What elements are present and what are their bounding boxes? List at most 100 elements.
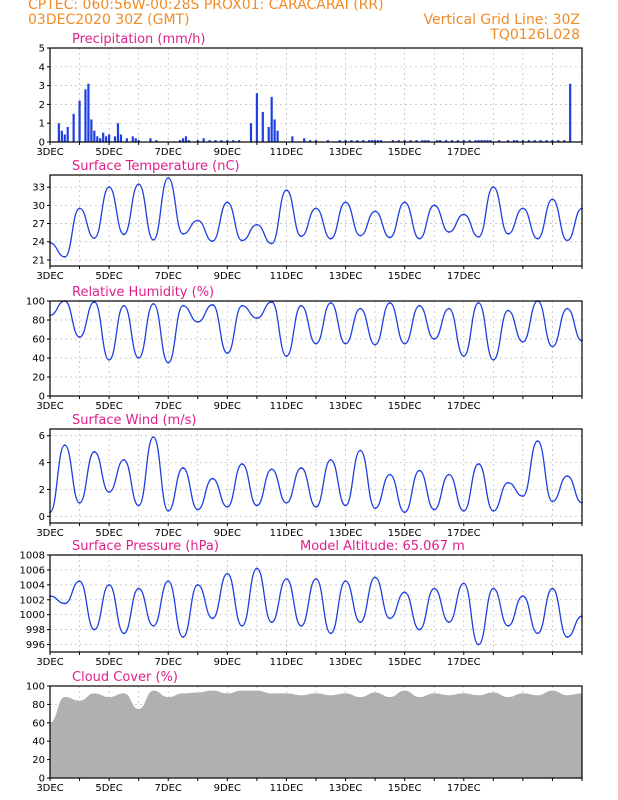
series-point [462,355,465,357]
series-point [507,481,510,484]
precip-bar [78,100,81,142]
precip-bar [415,140,418,142]
series-point [477,463,480,465]
series-point [551,345,554,348]
series-point [315,577,317,580]
y-tick-label: 0 [39,392,45,403]
series-point [255,504,258,507]
series-point [344,342,347,345]
x-tick-label: 17DEC [447,147,481,158]
series-point [388,617,391,620]
precip-bar [249,123,253,142]
series-point [241,304,244,307]
series-point [521,595,524,597]
y-tick-label: 3 [39,81,45,92]
series-point [536,632,539,635]
series-point [78,580,81,583]
x-tick-label: 9DEC [214,528,241,539]
precip-bar [238,140,241,142]
precip-bar [498,140,501,142]
precip-bar [255,93,258,142]
x-tick-label: 11DEC [270,147,304,158]
precip-bar [436,140,439,142]
precip-bar [303,138,306,142]
precip-bar [267,126,270,142]
precip-bar [270,96,273,142]
y-tick-label: 5 [39,44,45,55]
series-point [270,468,273,471]
series-point [241,463,244,465]
series-point [329,632,332,635]
precip-bar [314,140,318,142]
y-tick-label: 2 [39,485,45,496]
precip-bar [99,138,102,142]
series-point [108,359,111,361]
y-tick-label: 4 [39,458,45,469]
precip-bar [521,140,524,142]
precip-bar [545,140,548,142]
precip-bar [261,111,264,142]
series-point [551,587,554,590]
series-point [285,501,288,504]
panel-annotation: Model Altitude: 65.067 m [300,539,465,554]
series-point [285,355,288,357]
precip-bar [483,140,486,142]
precip-bar [273,119,276,142]
series-point [433,204,436,207]
series-point [418,469,421,472]
y-tick-label: 33 [32,183,45,194]
x-tick-label: 11DEC [270,528,304,539]
precip-bar [232,140,235,142]
precip-bar [391,140,394,142]
precip-bar [220,140,223,142]
series-point [566,239,569,242]
series-point [418,237,421,240]
series-point [122,632,125,635]
series-point [211,303,214,306]
series-point [433,587,436,590]
series-point [182,467,184,469]
series-point [300,235,303,238]
precip-bar [276,130,279,142]
series-point [226,201,229,204]
series-point [403,591,406,594]
series-point [63,444,66,447]
series-point [507,624,510,627]
series-point [93,237,96,239]
y-tick-label: 60 [32,335,45,346]
precip-bar [131,136,134,142]
series-point [433,508,436,511]
series-point [122,304,125,307]
y-tick-label: 20 [32,755,45,766]
series-point [551,500,554,503]
precip-bar [338,140,341,142]
precip-bar [350,140,353,142]
precip-bar [214,140,217,142]
cloud-cover-area [50,690,582,778]
precip-bar [326,140,329,142]
precip-bar [376,140,380,142]
series-point [344,201,347,204]
series-point [152,239,155,241]
y-tick-label: 1006 [20,565,45,576]
x-tick-label: 11DEC [270,401,304,412]
series-point [78,336,81,338]
series-point [285,189,288,192]
precip-bar [371,140,374,142]
x-tick-label: 5DEC [95,401,122,412]
series-point [359,449,362,452]
x-tick-label: 7DEC [155,401,182,412]
series-point [315,342,317,345]
y-tick-label: 40 [32,737,45,748]
series-point [167,361,170,364]
series-point [137,587,140,590]
series-point [167,580,170,583]
precip-bar [113,136,117,142]
precip-bar [119,134,123,142]
series-point [78,207,81,210]
precip-bar [66,126,69,142]
y-tick-label: 2 [39,100,45,111]
header-station: CPTEC: 060:56W-00:28S PROX01: CARACARAI … [28,0,384,13]
series-point [566,475,569,477]
precip-bar [134,138,137,142]
